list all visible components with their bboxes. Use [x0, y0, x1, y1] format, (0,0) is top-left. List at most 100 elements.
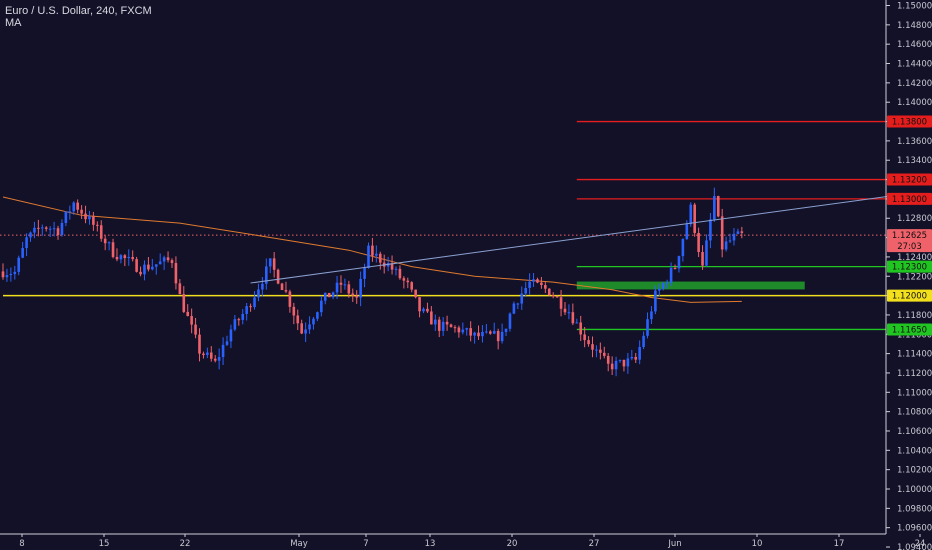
candle-body[interactable] — [453, 327, 457, 329]
candles-layer[interactable] — [1, 187, 744, 377]
candle-body[interactable] — [327, 292, 331, 298]
candle-body[interactable] — [492, 331, 496, 334]
candle-body[interactable] — [547, 288, 551, 296]
candle-body[interactable] — [115, 256, 119, 260]
candle-body[interactable] — [131, 257, 134, 260]
candle-body[interactable] — [261, 283, 264, 290]
candle-body[interactable] — [732, 233, 736, 241]
candle-body[interactable] — [575, 322, 579, 324]
candle-body[interactable] — [202, 353, 205, 356]
candle-body[interactable] — [96, 224, 99, 226]
candle-body[interactable] — [402, 278, 406, 281]
candle-body[interactable] — [331, 292, 335, 298]
candle-body[interactable] — [634, 356, 638, 360]
candle-body[interactable] — [716, 196, 720, 217]
candle-body[interactable] — [241, 313, 245, 320]
candle-body[interactable] — [713, 196, 716, 220]
candle-body[interactable] — [724, 241, 728, 250]
candle-body[interactable] — [217, 357, 221, 361]
candle-body[interactable] — [520, 293, 524, 304]
candle-body[interactable] — [88, 216, 91, 220]
chart-legend[interactable]: Euro / U.S. Dollar, 240, FXCM MA — [5, 5, 152, 29]
candle-body[interactable] — [99, 225, 103, 239]
candle-body[interactable] — [496, 331, 500, 342]
candle-body[interactable] — [107, 242, 111, 244]
candle-body[interactable] — [237, 319, 241, 321]
candle-body[interactable] — [701, 252, 704, 266]
candle-body[interactable] — [170, 260, 174, 264]
candle-body[interactable] — [646, 319, 649, 336]
candle-body[interactable] — [139, 271, 142, 275]
candle-body[interactable] — [233, 319, 237, 330]
candle-body[interactable] — [500, 331, 504, 342]
candle-body[interactable] — [677, 256, 681, 269]
candle-body[interactable] — [304, 329, 307, 334]
candle-body[interactable] — [540, 282, 543, 286]
candle-body[interactable] — [292, 306, 296, 316]
candle-body[interactable] — [229, 329, 233, 342]
candle-body[interactable] — [288, 291, 292, 307]
candle-body[interactable] — [296, 315, 300, 324]
candle-body[interactable] — [414, 289, 417, 298]
candle-body[interactable] — [335, 282, 339, 293]
candle-body[interactable] — [606, 355, 610, 364]
candle-body[interactable] — [186, 311, 190, 317]
candle-body[interactable] — [154, 264, 158, 267]
candle-body[interactable] — [245, 306, 248, 314]
candle-body[interactable] — [536, 279, 539, 283]
candle-body[interactable] — [265, 266, 268, 284]
drawing-layer[interactable] — [0, 120, 886, 331]
candle-body[interactable] — [705, 240, 708, 266]
candle-body[interactable] — [736, 231, 740, 234]
candle-body[interactable] — [257, 289, 260, 298]
candle-body[interactable] — [740, 231, 744, 233]
candle-body[interactable] — [626, 358, 630, 367]
candle-body[interactable] — [441, 321, 445, 331]
candle-body[interactable] — [182, 294, 186, 312]
candle-body[interactable] — [375, 253, 378, 256]
candle-body[interactable] — [579, 322, 583, 335]
candle-body[interactable] — [595, 349, 598, 351]
candle-body[interactable] — [445, 321, 449, 325]
candle-body[interactable] — [280, 283, 284, 290]
candle-body[interactable] — [166, 257, 170, 261]
candle-body[interactable] — [17, 257, 21, 272]
candle-body[interactable] — [437, 319, 441, 331]
candle-body[interactable] — [5, 275, 9, 278]
candle-body[interactable] — [473, 332, 476, 336]
candle-body[interactable] — [198, 334, 201, 354]
candle-body[interactable] — [80, 209, 83, 214]
candle-body[interactable] — [56, 228, 60, 235]
candle-body[interactable] — [355, 295, 358, 298]
candle-body[interactable] — [194, 324, 197, 335]
candle-body[interactable] — [371, 245, 374, 256]
candle-body[interactable] — [449, 324, 453, 328]
candle-body[interactable] — [485, 331, 488, 333]
candle-body[interactable] — [709, 219, 712, 241]
candle-body[interactable] — [9, 274, 13, 276]
candle-body[interactable] — [92, 216, 95, 225]
candle-body[interactable] — [209, 352, 213, 359]
candle-body[interactable] — [669, 268, 673, 283]
candle-body[interactable] — [21, 248, 24, 258]
time-axis[interactable]: 8 15 22 May 7 13 20 27 Jun 10 17 24 — [0, 533, 925, 549]
candle-body[interactable] — [339, 282, 343, 285]
candle-body[interactable] — [461, 329, 465, 333]
candle-body[interactable] — [316, 312, 319, 319]
candle-body[interactable] — [481, 331, 484, 337]
candle-body[interactable] — [367, 245, 370, 268]
trendline[interactable] — [250, 195, 892, 284]
candle-body[interactable] — [394, 268, 398, 270]
candle-body[interactable] — [418, 297, 421, 312]
candle-body[interactable] — [190, 316, 193, 325]
candle-body[interactable] — [661, 283, 665, 289]
candle-body[interactable] — [151, 266, 154, 270]
candle-body[interactable] — [658, 288, 661, 291]
candle-body[interactable] — [41, 227, 44, 229]
candle-body[interactable] — [426, 308, 429, 312]
candle-body[interactable] — [174, 263, 178, 284]
candle-body[interactable] — [602, 352, 606, 356]
candle-body[interactable] — [119, 255, 123, 260]
candle-body[interactable] — [158, 261, 162, 265]
